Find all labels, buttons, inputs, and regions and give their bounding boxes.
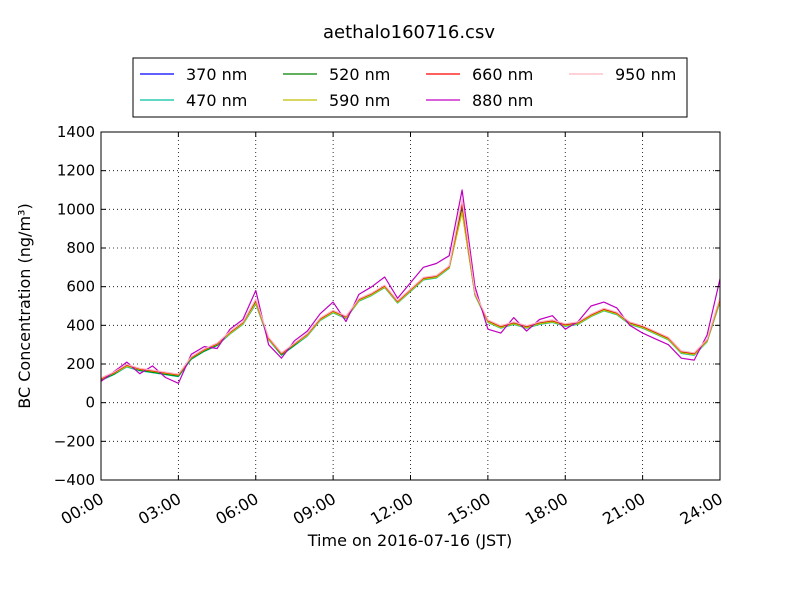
x-tick-label: 15:00: [444, 489, 493, 529]
x-tick-label: 18:00: [522, 489, 571, 529]
y-tick-label: −400: [54, 471, 95, 489]
plot-background: [101, 132, 720, 480]
plot-area: −400 −200 0 200 400 600 800 1000 1200 1400 00:00 03…: [54, 123, 726, 529]
series-line: [100, 189, 721, 384]
legend-label: 950 nm: [615, 65, 676, 84]
legend-label: 590 nm: [329, 91, 390, 110]
y-tick-label: 800: [66, 239, 95, 257]
legend-label: 660 nm: [472, 65, 533, 84]
y-tick-label: 200: [66, 355, 95, 373]
y-tick-label: 1400: [57, 123, 95, 141]
x-tick-label: 24:00: [677, 489, 726, 529]
y-tick-label: 1200: [57, 162, 95, 180]
legend-label: 520 nm: [329, 65, 390, 84]
legend-label: 370 nm: [186, 65, 247, 84]
y-tick-label: 0: [85, 394, 95, 412]
x-tick-label: 12:00: [367, 489, 416, 529]
y-tick-label: 400: [66, 316, 95, 334]
y-tick-label: −200: [54, 432, 95, 450]
legend-label: 470 nm: [186, 91, 247, 110]
x-tick-label: 03:00: [135, 489, 184, 529]
x-tick-label: 09:00: [290, 489, 339, 529]
y-tick-label: 1000: [57, 200, 95, 218]
legend: 370 nm 470 nm 520 nm 590 nm 660 nm 880 nm 950 …: [132, 57, 688, 118]
legend-label: 880 nm: [472, 91, 533, 110]
chart-title: aethalo160716.csv: [323, 22, 495, 43]
x-tick-label: 06:00: [212, 489, 261, 529]
y-tick-label: 600: [66, 278, 95, 296]
series-line: [100, 199, 721, 379]
x-tick-label: 21:00: [599, 489, 648, 529]
x-axis-label: Time on 2016-07-16 (JST): [307, 531, 512, 550]
legend-frame: [132, 57, 688, 118]
x-tick-label: 00:00: [58, 489, 107, 529]
y-axis-label: BC Concentration (ng/m³): [15, 203, 34, 408]
